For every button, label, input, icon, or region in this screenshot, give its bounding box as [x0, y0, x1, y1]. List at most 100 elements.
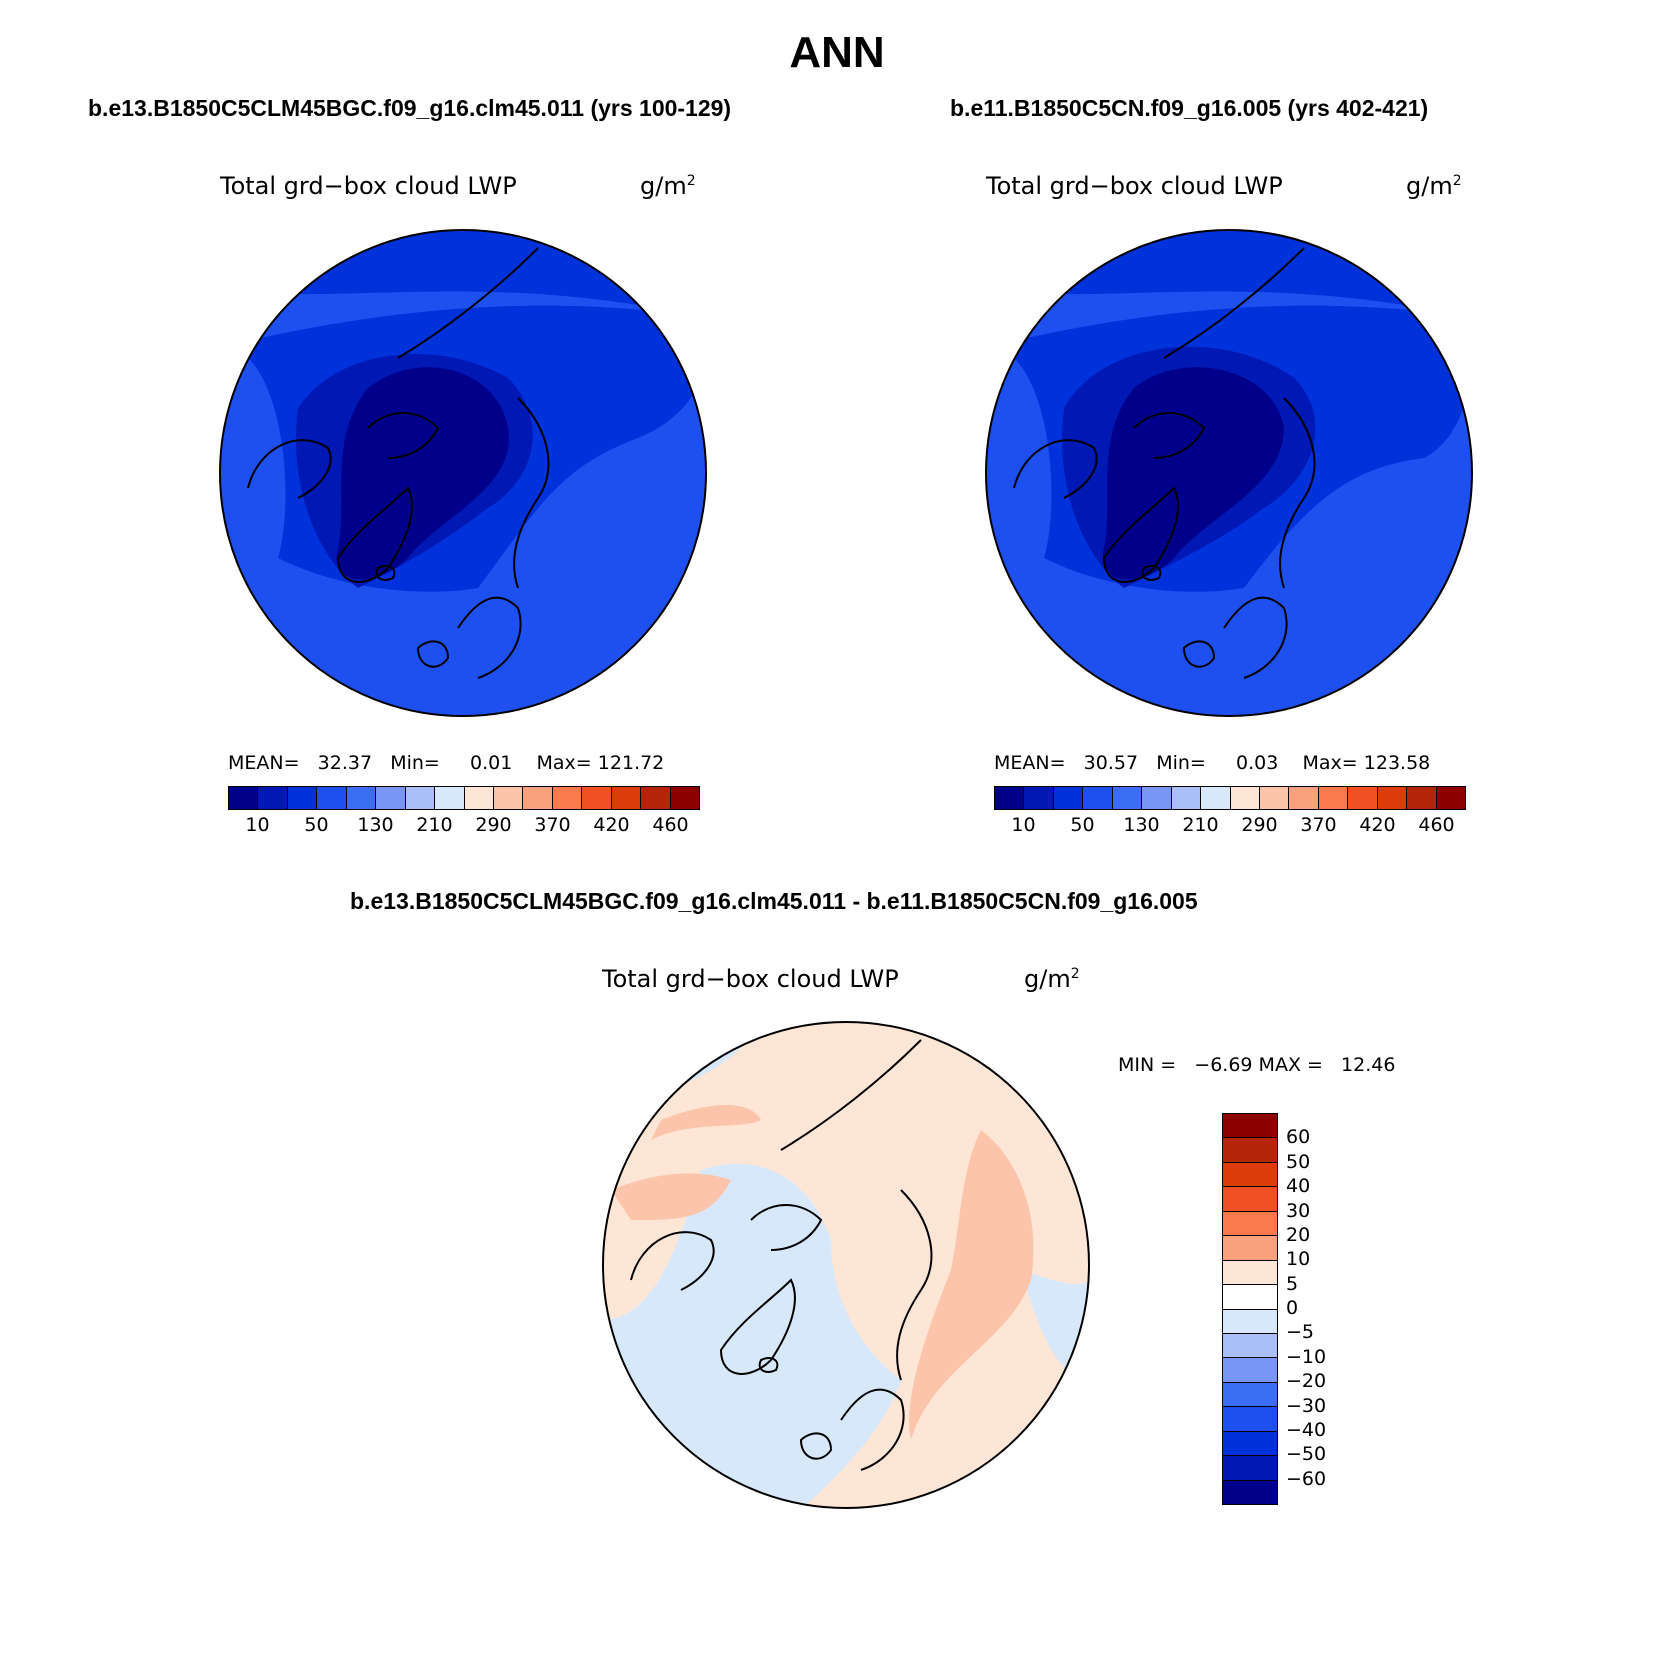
panel1-coastlines — [247, 247, 550, 679]
panel1-colorbar-swatch — [376, 787, 406, 809]
diff-colorbar-swatch — [1223, 1162, 1277, 1188]
panel1-mean-label: MEAN= — [228, 752, 300, 774]
diff-unit-exp: 2 — [1070, 966, 1080, 982]
panel2-colorbar-tick: 290 — [1241, 814, 1278, 836]
diff-field-label: Total grd−box cloud LWP — [602, 965, 899, 993]
page-title: ANN — [789, 28, 885, 77]
panel2-colorbar-tick: 370 — [1300, 814, 1337, 836]
diff-colorbar-swatch — [1223, 1431, 1277, 1457]
panel1-colorbar-wrap: 10 50 130 210 290 370 420 460 — [228, 786, 700, 836]
panel1-field-label: Total grd−box cloud LWP — [220, 172, 517, 200]
panel1-unit-label: g/m2 — [640, 172, 696, 200]
panel1-colorbar-swatch — [346, 787, 377, 809]
panel1-colorbar-swatch — [641, 787, 671, 809]
panel1-colorbar-swatch — [670, 787, 699, 809]
panel1-colorbar-swatch — [464, 787, 494, 809]
panel2-fill-core — [1102, 367, 1284, 580]
diff-colorbar-swatch — [1223, 1480, 1277, 1504]
panel2-colorbar — [994, 786, 1466, 810]
diff-map — [602, 1021, 1090, 1509]
panel1-map-border — [219, 229, 707, 717]
panel1-colorbar-swatch — [523, 787, 553, 809]
diff-colorbar-tick: −10 — [1286, 1345, 1327, 1368]
diff-colorbar-tick: 30 — [1286, 1199, 1311, 1222]
diff-colorbar-swatch — [1223, 1236, 1277, 1261]
panel1-colorbar-tick: 210 — [416, 814, 453, 836]
diff-case-title: b.e13.B1850C5CLM45BGC.f09_g16.clm45.011 … — [350, 888, 1198, 914]
panel2-colorbar-swatch — [1112, 787, 1143, 809]
panel2-colorbar-swatch — [1083, 787, 1113, 809]
diff-fill-pos-right — [909, 1130, 1034, 1440]
panel1-colorbar-swatch — [552, 787, 583, 809]
diff-colorbar-wrap: 60 50 40 30 20 10 5 0 −5 −10 −20 −30 −40 −50 −60 — [1222, 1113, 1366, 1505]
panel2-field-label: Total grd−box cloud LWP — [986, 172, 1283, 200]
panel2-unit-base: g/m — [1406, 172, 1453, 200]
panel2-colorbar-swatch — [1024, 787, 1054, 809]
panel1-colorbar-tick: 130 — [357, 814, 394, 836]
panel1-colorbar-tick: 10 — [245, 814, 270, 836]
panel2-colorbar-tick: 420 — [1359, 814, 1396, 836]
diff-minmax-text: MIN = −6.69 MAX = 12.46 — [1118, 1054, 1396, 1076]
panel1-colorbar-swatch — [317, 787, 347, 809]
diff-colorbar-swatch — [1223, 1309, 1277, 1334]
panel2-colorbar-swatch — [1348, 787, 1378, 809]
diff-colorbar-tick: −20 — [1286, 1370, 1327, 1393]
panel1-colorbar-swatch — [435, 787, 465, 809]
diff-unit-base: g/m — [1024, 965, 1071, 993]
panel2-colorbar-tick: 210 — [1182, 814, 1219, 836]
diff-colorbar-swatch — [1223, 1187, 1277, 1212]
panel2-colorbar-swatch — [1142, 787, 1172, 809]
diff-colorbar-tick: −50 — [1286, 1443, 1327, 1466]
panel1-colorbar-swatch — [258, 787, 288, 809]
panel2-colorbar-wrap: 10 50 130 210 290 370 420 460 — [994, 786, 1466, 836]
panel1-map — [219, 229, 707, 717]
diff-colorbar-tick: 40 — [1286, 1175, 1311, 1198]
diff-colorbar-tick: 20 — [1286, 1223, 1311, 1246]
panel2-colorbar-tick: 10 — [1011, 814, 1036, 836]
panel2-colorbar-ticks: 10 50 130 210 290 370 420 460 — [994, 810, 1466, 836]
panel2-colorbar-swatch — [1436, 787, 1465, 809]
panel2-colorbar-tick: 460 — [1418, 814, 1455, 836]
panel1-case-title: b.e13.B1850C5CLM45BGC.f09_g16.clm45.011 … — [88, 95, 732, 121]
diff-coastlines — [630, 1039, 933, 1471]
diff-colorbar-swatch — [1223, 1114, 1277, 1139]
panel1-colorbar-tick: 50 — [304, 814, 329, 836]
panel2-colorbar-swatch — [1201, 787, 1231, 809]
panel1-unit-exp: 2 — [686, 173, 696, 189]
panel2-min-value: 0.03 — [1236, 752, 1279, 774]
diff-colorbar-tick: 0 — [1286, 1297, 1299, 1319]
panel2-min-label: Min= — [1156, 752, 1206, 774]
diff-colorbar-swatch — [1223, 1382, 1277, 1408]
diff-colorbar-tick: 10 — [1286, 1248, 1311, 1271]
panel1-colorbar — [228, 786, 700, 810]
panel2-colorbar-swatch — [995, 787, 1025, 809]
panel1-colorbar-tick: 420 — [593, 814, 630, 836]
panel1-stats: MEAN= 32.37 Min= 0.01 Max= 121.72 — [228, 752, 664, 774]
panel2-colorbar-swatch — [1053, 787, 1084, 809]
diff-colorbar-swatch — [1223, 1211, 1277, 1237]
panel2-colorbar-tick: 50 — [1070, 814, 1095, 836]
panel2-map-border — [985, 229, 1473, 717]
diff-colorbar-swatch — [1223, 1407, 1277, 1432]
panel1-colorbar-swatch — [611, 787, 642, 809]
panel1-mean-value: 32.37 — [317, 752, 373, 774]
panel1-max-value: 121.72 — [597, 752, 665, 774]
diff-colorbar-swatch — [1223, 1358, 1277, 1383]
diff-fill-pos-left — [611, 1173, 731, 1220]
panel2-max-label: Max= — [1302, 752, 1358, 774]
panel2-map — [985, 229, 1473, 717]
panel1-colorbar-swatch — [229, 787, 259, 809]
panel2-colorbar-tick: 130 — [1123, 814, 1160, 836]
diff-colorbar-swatch — [1223, 1285, 1277, 1310]
diff-colorbar-swatch — [1223, 1456, 1277, 1481]
panel2-colorbar-swatch — [1407, 787, 1437, 809]
panel1-colorbar-ticks: 10 50 130 210 290 370 420 460 — [228, 810, 700, 836]
diff-colorbar-tick: 50 — [1286, 1150, 1311, 1173]
panel1-colorbar-tick: 460 — [652, 814, 689, 836]
panel1-min-label: Min= — [390, 752, 440, 774]
diff-colorbar-tick: 60 — [1286, 1126, 1311, 1149]
panel2-colorbar-swatch — [1318, 787, 1349, 809]
diff-unit-label: g/m2 — [1024, 965, 1080, 993]
panel2-mean-label: MEAN= — [994, 752, 1066, 774]
diff-colorbar-tick: −60 — [1286, 1467, 1327, 1490]
